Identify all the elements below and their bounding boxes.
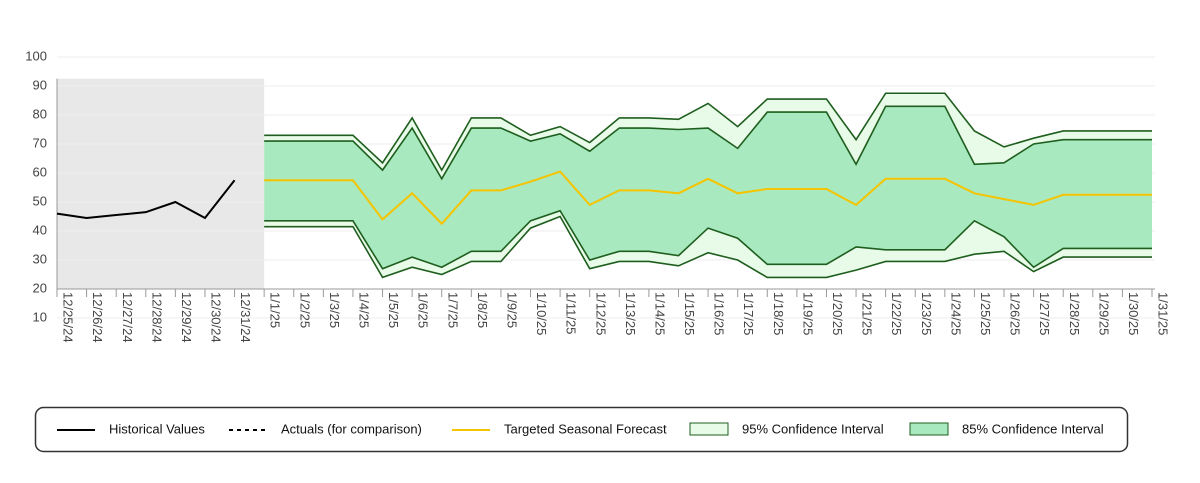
x-tick-label: 1/8/25 — [475, 292, 490, 328]
x-tick-label: 1/23/25 — [919, 292, 934, 335]
x-tick-label: 1/29/25 — [1096, 292, 1111, 335]
x-tick-label: 1/5/25 — [386, 292, 401, 328]
x-tick-label: 1/25/25 — [978, 292, 993, 335]
legend-label: Targeted Seasonal Forecast — [504, 421, 667, 436]
y-tick-label: 60 — [33, 164, 47, 179]
legend-label: 95% Confidence Interval — [742, 421, 884, 436]
legend-label: Actuals (for comparison) — [281, 421, 422, 436]
x-tick-label: 1/6/25 — [416, 292, 431, 328]
legend-swatch — [909, 422, 949, 436]
x-tick-label: 1/21/25 — [860, 292, 875, 335]
x-tick-label: 1/9/25 — [504, 292, 519, 328]
y-tick-label: 90 — [33, 77, 47, 92]
y-tick-label: 30 — [33, 251, 47, 266]
x-tick-label: 1/14/25 — [652, 292, 667, 335]
x-tick-label: 1/1/25 — [268, 292, 283, 328]
x-tick-label: 1/4/25 — [357, 292, 372, 328]
x-tick-label: 1/12/25 — [593, 292, 608, 335]
x-tick-label: 1/27/25 — [1037, 292, 1052, 335]
legend: Historical Values Actuals (for comparison… — [57, 421, 1104, 436]
y-tick-label: 50 — [33, 193, 47, 208]
band-edge — [264, 215, 1152, 279]
x-tick-label: 1/13/25 — [623, 292, 638, 335]
x-tick-label: 12/29/24 — [179, 292, 194, 343]
y-tick-label: 100 — [25, 48, 47, 63]
x-tick-label: 1/11/25 — [564, 292, 579, 334]
series-line — [264, 170, 1152, 226]
x-tick-label: 1/30/25 — [1126, 292, 1141, 335]
band-edge — [264, 92, 1152, 172]
y-tick-label: 70 — [33, 135, 47, 150]
x-tick-label: 1/22/25 — [889, 292, 904, 335]
legend-label: Historical Values — [109, 421, 205, 436]
x-tick-label: 1/19/25 — [800, 292, 815, 335]
y-tick-label: 20 — [33, 280, 47, 295]
x-tick-label: 1/20/25 — [830, 292, 845, 335]
y-tick-label: 40 — [33, 222, 47, 237]
legend-swatch — [689, 422, 729, 436]
x-tick-label: 1/7/25 — [445, 292, 460, 328]
x-tick-label: 1/2/25 — [297, 292, 312, 328]
x-tick-label: 12/26/24 — [90, 292, 105, 343]
y-tick-label: 10 — [33, 309, 47, 324]
x-tick-label: 12/27/24 — [120, 292, 135, 343]
x-tick-label: 1/17/25 — [741, 292, 756, 335]
x-tick-label: 1/28/25 — [1067, 292, 1082, 335]
history-shading — [57, 78, 265, 289]
x-tick-label: 1/15/25 — [682, 292, 697, 335]
x-tick-label: 1/18/25 — [771, 292, 786, 335]
x-tick-label: 1/3/25 — [327, 292, 342, 328]
series-line — [56, 179, 236, 220]
band-edge — [264, 209, 1152, 270]
x-tick-label: 12/30/24 — [209, 292, 224, 343]
band-edge — [264, 105, 1152, 181]
x-tick-label: 1/24/25 — [948, 292, 963, 335]
x-tick-label: 1/26/25 — [1008, 292, 1023, 335]
legend-box — [34, 406, 1129, 453]
confidence-band — [264, 106, 1152, 269]
x-tick-label: 12/25/24 — [61, 292, 76, 343]
x-tick-label: 12/31/24 — [238, 292, 253, 343]
x-tick-label: 12/28/24 — [149, 292, 164, 343]
x-tick-label: 1/16/25 — [712, 292, 727, 335]
y-tick-label: 80 — [33, 106, 47, 121]
x-tick-label: 1/31/25 — [1156, 292, 1171, 335]
x-tick-label: 1/10/25 — [534, 292, 549, 335]
legend-label: 85% Confidence Interval — [962, 421, 1104, 436]
